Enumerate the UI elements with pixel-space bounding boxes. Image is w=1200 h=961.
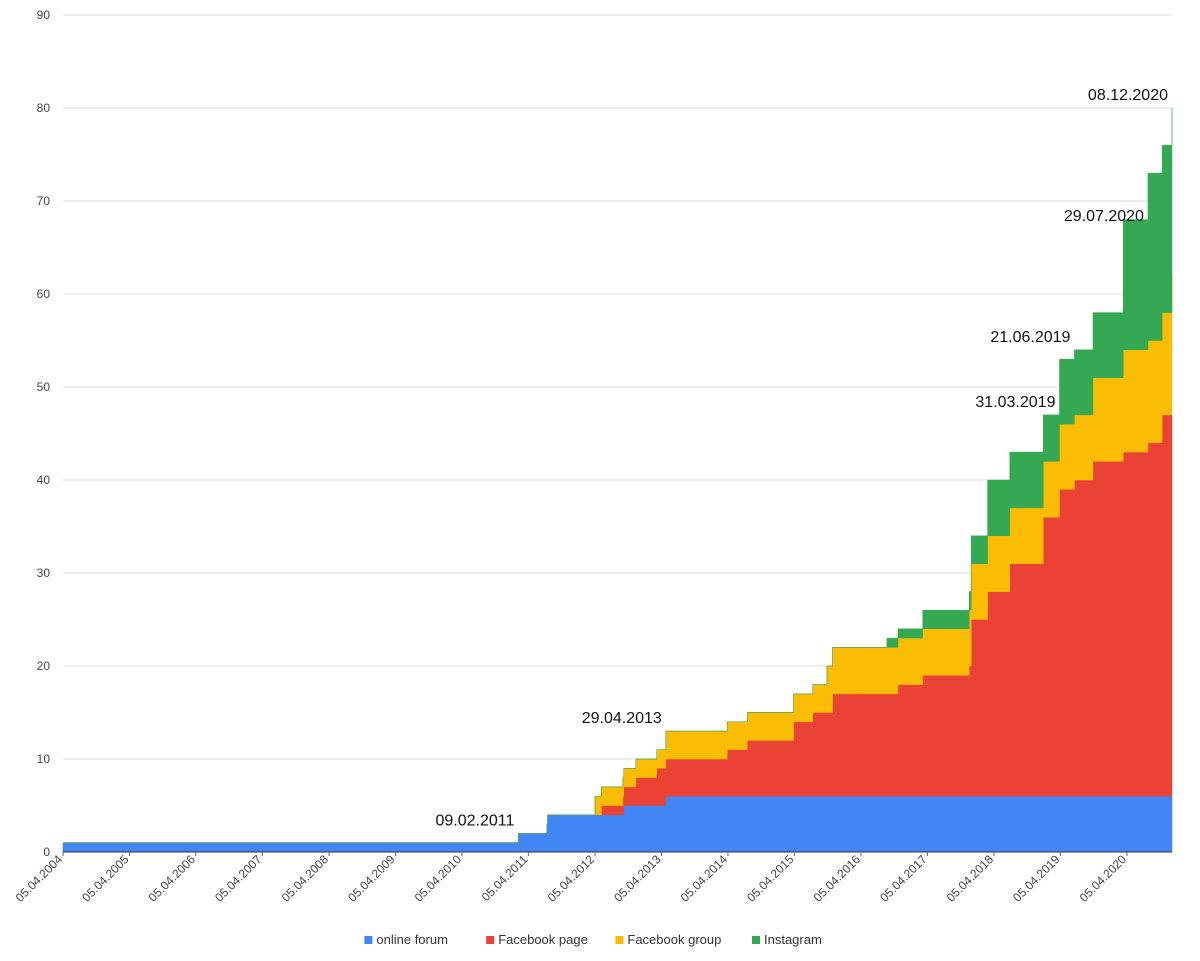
x-axis: 05.04.2004 05.04.2005 05.04.2006 05.04.2007…: [13, 851, 1172, 905]
legend: online forum Facebook page Facebook group I…: [364, 932, 822, 947]
x-tick-label: 05.04.2020: [1077, 852, 1130, 905]
legend-label: online forum: [376, 932, 448, 947]
legend-swatch: [615, 936, 624, 944]
area-facebook-page: [63, 414, 1173, 843]
y-tick-label: 30: [37, 566, 51, 580]
annotation-label: 29.07.2020: [1064, 208, 1144, 225]
x-tick-label: 05.04.2014: [678, 852, 731, 905]
x-tick-label: 05.04.2005: [79, 852, 132, 905]
x-tick-label: 05.04.2013: [611, 852, 664, 905]
x-tick-label: 05.04.2006: [146, 852, 199, 905]
legend-swatch: [486, 936, 495, 944]
annotation-label: 29.04.2013: [582, 710, 662, 727]
legend-swatch: [752, 936, 760, 944]
y-tick-label: 10: [37, 752, 51, 766]
y-axis: 0 10 20 30 40 50 60 70 80 90: [37, 8, 51, 859]
annotation-label: 21.06.2019: [990, 329, 1070, 346]
y-tick-label: 0: [43, 845, 50, 859]
x-tick-label: 05.04.2011: [479, 852, 531, 904]
annotation-label: 31.03.2019: [975, 394, 1055, 411]
x-tick-label: 05.04.2017: [877, 852, 930, 905]
y-tick-label: 60: [37, 287, 51, 301]
y-tick-label: 50: [37, 380, 51, 394]
x-tick-label: 05.04.2015: [744, 852, 797, 905]
area-series: [62, 108, 1173, 853]
x-tick-label: 05.04.2008: [279, 852, 332, 905]
legend-swatch: [364, 936, 373, 944]
x-tick-label: 05.04.2007: [212, 852, 265, 905]
area-instagram: [63, 108, 1173, 843]
annotation-label: 09.02.2011: [435, 812, 514, 829]
annotations: 09.02.2011 29.04.2013 31.03.2019 21.06.2019…: [435, 87, 1168, 829]
y-tick-label: 70: [37, 194, 51, 208]
x-tick-label: 05.04.2018: [944, 852, 997, 905]
x-tick-label: 05.04.2009: [345, 852, 398, 905]
x-tick-label: 05.04.2016: [811, 852, 864, 905]
legend-label: Instagram: [764, 932, 822, 947]
y-tick-label: 90: [37, 8, 51, 22]
legend-label: Facebook page: [498, 932, 588, 947]
x-tick-label: 05.04.2004: [13, 852, 66, 905]
y-tick-label: 40: [37, 473, 51, 487]
x-tick-label: 05.04.2010: [412, 852, 465, 905]
y-tick-label: 80: [37, 101, 51, 115]
annotation-label: 08.12.2020: [1088, 87, 1168, 104]
y-tick-label: 20: [37, 659, 51, 673]
grid-lines: [63, 14, 1172, 760]
x-tick-label: 05.04.2012: [545, 852, 598, 905]
legend-label: Facebook group: [627, 932, 721, 947]
x-tick-label: 05.04.2019: [1010, 852, 1063, 905]
